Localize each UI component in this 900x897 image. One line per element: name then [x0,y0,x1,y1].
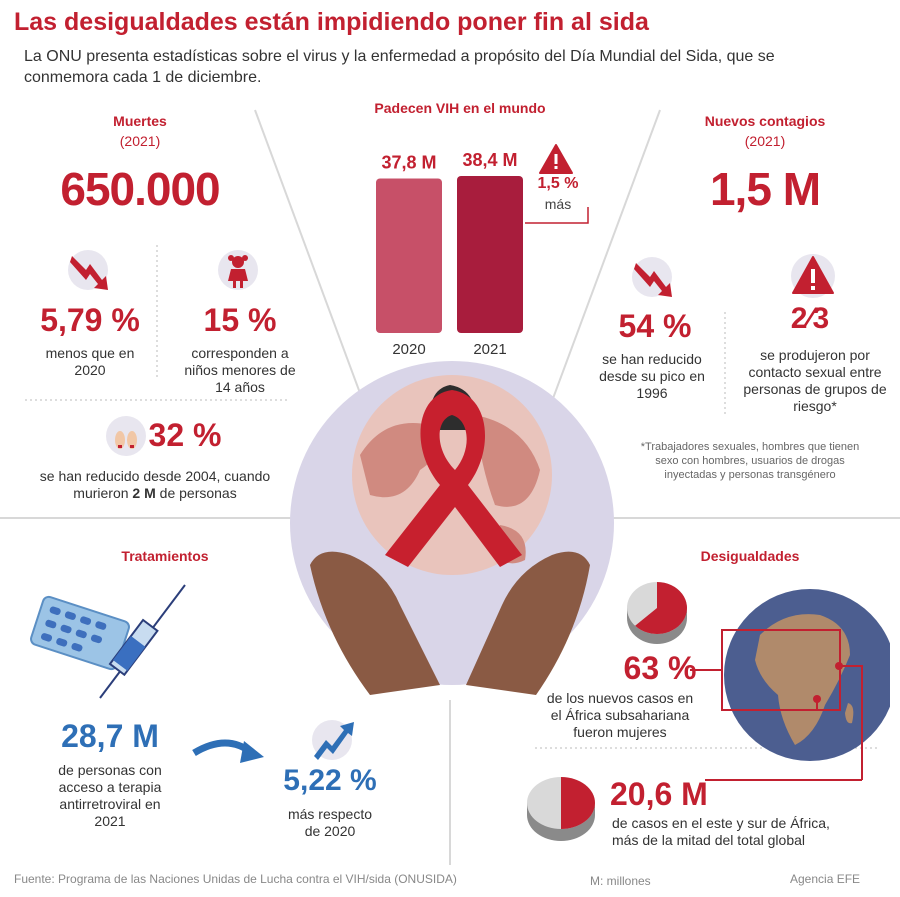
bar-2020 [376,178,442,333]
infections-footnote: *Trabajadores sexuales, hombres que tien… [640,441,860,481]
down-trend-icon [632,257,672,297]
inequalities-stat2-value: 20,6 M [610,776,708,812]
warning-icon [538,143,574,180]
bar-category-label: 2020 [392,341,425,358]
infections-stat2-value: 2⁄3 [790,302,830,335]
deaths-heading: Muertes [113,113,167,129]
treatments-stat1-value: 28,7 M [61,718,159,754]
pie-slice [561,777,595,829]
treatments-stat2-value: 5,22 % [283,764,377,797]
deaths-year: (2021) [119,133,161,149]
deaths-stat2-desc: corresponden a niños menores de 14 años [184,345,296,395]
bar-2021 [457,176,523,333]
bar-value-label: 37,8 M [381,152,436,172]
deaths-stat3-value: 32 % [148,417,222,453]
inequalities-stat2-desc: de casos en el este y sur de África, más… [612,815,830,848]
infections-year: (2021) [744,133,786,149]
infections-stat1-value: 54 % [618,308,692,344]
treatments-heading: Tratamientos [121,548,209,564]
page-title: Las desigualdades están impidiendo poner… [14,8,649,36]
deaths-stat1-desc: menos que en 2020 [45,345,135,378]
treatments-stat2-desc: más respecto de 2020 [287,806,373,839]
connector-lines [705,779,862,781]
footer-source: Fuente: Programa de las Naciones Unidas … [14,872,457,886]
deaths-stat3-text-a: se han reducido desde 2004, cuando murie… [39,468,271,501]
inequalities-stat1-desc: de los nuevos casos en el África subsaha… [546,690,694,740]
hiv-increase-value: 1,5 % [537,175,579,192]
treatments-stat1-desc: de personas con acceso a terapia antirre… [58,762,162,829]
deaths-stat1-value: 5,79 % [40,302,140,338]
deaths-value: 650.000 [60,163,220,215]
pie-chart-women [627,582,687,644]
pie-slice [635,582,687,634]
hiv-bar-chart: 37,8 M 2020 38,4 M 2021 [376,150,523,358]
deaths-stat2-value: 15 % [203,302,277,338]
connector-lines [690,669,722,671]
deaths-stat3-desc: se han reducido desde 2004, cuando murie… [20,468,290,502]
deaths-stat3-text-b: de personas [155,485,237,501]
warning-icon [788,253,838,304]
infections-heading: Nuevos contagios [704,113,826,129]
infections-value: 1,5 M [709,163,821,215]
arrow-right-icon [192,739,264,763]
globe-africa-icon [721,589,890,780]
bar-category-label: 2021 [473,341,506,358]
increase-bracket [525,207,589,224]
footer-units: M: millones [590,874,651,888]
bar-value-label: 38,4 M [462,150,517,170]
footer-agency: Agencia EFE [790,872,861,886]
down-trend-icon [68,250,108,290]
child-icon [218,250,258,290]
deaths-stat3-bold: 2 M [132,485,156,501]
pie-chart-cases [527,777,595,841]
syringe-pills-icon [30,584,186,699]
infections-stat1-desc: se han reducido desde su pico en 1996 [599,351,705,401]
inequalities-heading: Desigualdades [700,548,800,564]
hiv-ribbon-illustration [290,361,614,695]
hiv-increase-label: más [544,196,572,212]
inequalities-stat1-value: 63 % [623,650,697,686]
hiv-heading: Padecen VIH en el mundo [374,100,546,116]
page-subtitle: La ONU presenta estadísticas sobre el vi… [24,48,775,86]
feet-icon [106,416,146,456]
infections-stat2-desc: se produjeron por contacto sexual entre … [743,347,887,414]
up-trend-icon [312,720,354,760]
